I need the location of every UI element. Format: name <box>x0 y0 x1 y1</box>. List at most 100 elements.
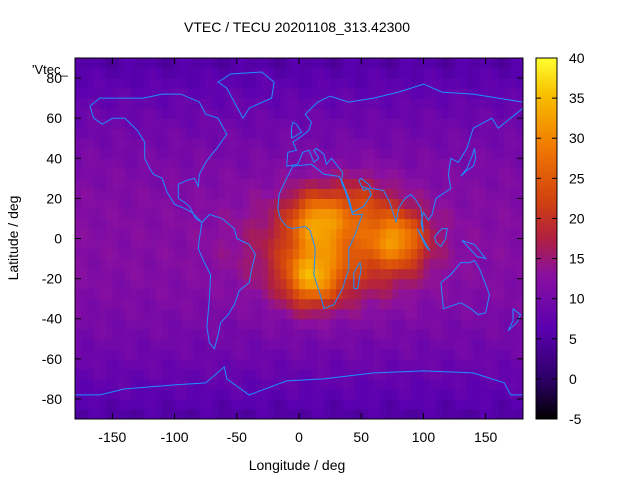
heat-cell <box>317 338 325 350</box>
heat-cell <box>236 368 244 380</box>
heat-cell <box>330 398 337 410</box>
heat-cell <box>404 78 412 89</box>
heat-cell <box>267 228 275 240</box>
heat-cell <box>137 258 145 270</box>
heat-cell <box>417 148 425 159</box>
heat-cell <box>348 178 356 189</box>
heat-cell <box>348 218 356 230</box>
heat-cell <box>99 148 107 159</box>
heat-cell <box>280 238 288 250</box>
heat-cell <box>81 308 89 320</box>
heat-cell <box>274 288 281 300</box>
heat-cell <box>479 228 487 240</box>
heat-cell <box>429 208 437 220</box>
heat-cell <box>423 258 431 270</box>
heat-cell <box>317 398 325 410</box>
heat-cell <box>118 308 126 320</box>
heat-cell <box>81 398 89 410</box>
heat-cell <box>299 258 306 270</box>
heat-cell <box>442 168 449 179</box>
heat-cell <box>118 298 126 310</box>
heat-cell <box>392 368 400 380</box>
heat-cell <box>218 148 225 159</box>
heat-cell <box>261 258 269 270</box>
heat-cell <box>274 188 281 199</box>
heat-cell <box>317 308 325 320</box>
heat-cell <box>305 68 313 79</box>
heat-cell <box>379 388 387 400</box>
heat-cell <box>342 178 350 189</box>
heat-cell <box>112 178 120 189</box>
heat-cell <box>423 338 431 350</box>
heat-cell <box>355 178 362 189</box>
heat-cell <box>236 228 244 240</box>
heat-cell <box>305 98 313 109</box>
heat-cell <box>361 298 369 310</box>
heat-cell <box>143 268 151 280</box>
heat-cell <box>317 298 325 310</box>
heat-cell <box>81 368 89 380</box>
heat-cell <box>448 58 456 69</box>
heat-cell <box>292 88 300 99</box>
heat-cell <box>491 198 499 210</box>
heat-cell <box>149 58 157 69</box>
heat-cell <box>479 338 487 350</box>
heat-cell <box>286 168 294 179</box>
heat-cell <box>267 288 275 300</box>
heat-cell <box>224 298 232 310</box>
heat-cell <box>473 288 481 300</box>
heat-cell <box>498 238 505 250</box>
heat-cell <box>473 88 481 99</box>
heat-cell <box>218 168 225 179</box>
heat-cell <box>398 218 406 230</box>
heat-cell <box>299 98 306 109</box>
heat-cell <box>99 218 107 230</box>
heat-cell <box>99 108 107 119</box>
heat-cell <box>199 388 207 400</box>
heat-cell <box>180 248 188 260</box>
heat-cell <box>118 68 126 79</box>
heat-cell <box>112 298 120 310</box>
heat-cell <box>286 68 294 79</box>
heat-cell <box>106 328 113 340</box>
heat-cell <box>224 308 232 320</box>
heat-cell <box>373 338 381 350</box>
heat-cell <box>112 288 120 300</box>
heat-cell <box>93 348 101 360</box>
heat-cell <box>112 378 120 390</box>
heat-cell <box>442 208 449 220</box>
heat-cell <box>255 348 263 360</box>
legend-label: 'Vtec_ <box>32 62 68 77</box>
heat-cell <box>292 278 300 290</box>
heat-cell <box>317 268 325 280</box>
heat-cell <box>274 238 281 250</box>
heat-cell <box>199 248 207 260</box>
heat-cell <box>286 318 294 330</box>
heat-cell <box>373 288 381 300</box>
heat-cell <box>267 368 275 380</box>
heat-cell <box>355 248 362 260</box>
heat-cell <box>460 98 468 109</box>
heat-cell <box>267 78 275 89</box>
heat-cell <box>342 398 350 410</box>
heat-cell <box>361 228 369 240</box>
heat-cell <box>224 368 232 380</box>
heat-cell <box>435 88 443 99</box>
heat-cell <box>81 208 89 220</box>
heat-cell <box>180 178 188 189</box>
heat-cell <box>249 268 257 280</box>
heat-cell <box>317 78 325 89</box>
heat-cell <box>479 388 487 400</box>
heat-cell <box>330 128 337 139</box>
heat-cell <box>379 308 387 320</box>
heat-cell <box>367 118 375 129</box>
heat-cell <box>224 328 232 340</box>
heat-cell <box>355 408 362 419</box>
heat-cell <box>417 68 425 79</box>
heat-cell <box>162 188 169 199</box>
heat-cell <box>75 358 82 370</box>
heat-cell <box>454 258 462 270</box>
heat-cell <box>180 138 188 149</box>
heat-cell <box>155 178 163 189</box>
heat-cell <box>305 378 313 390</box>
